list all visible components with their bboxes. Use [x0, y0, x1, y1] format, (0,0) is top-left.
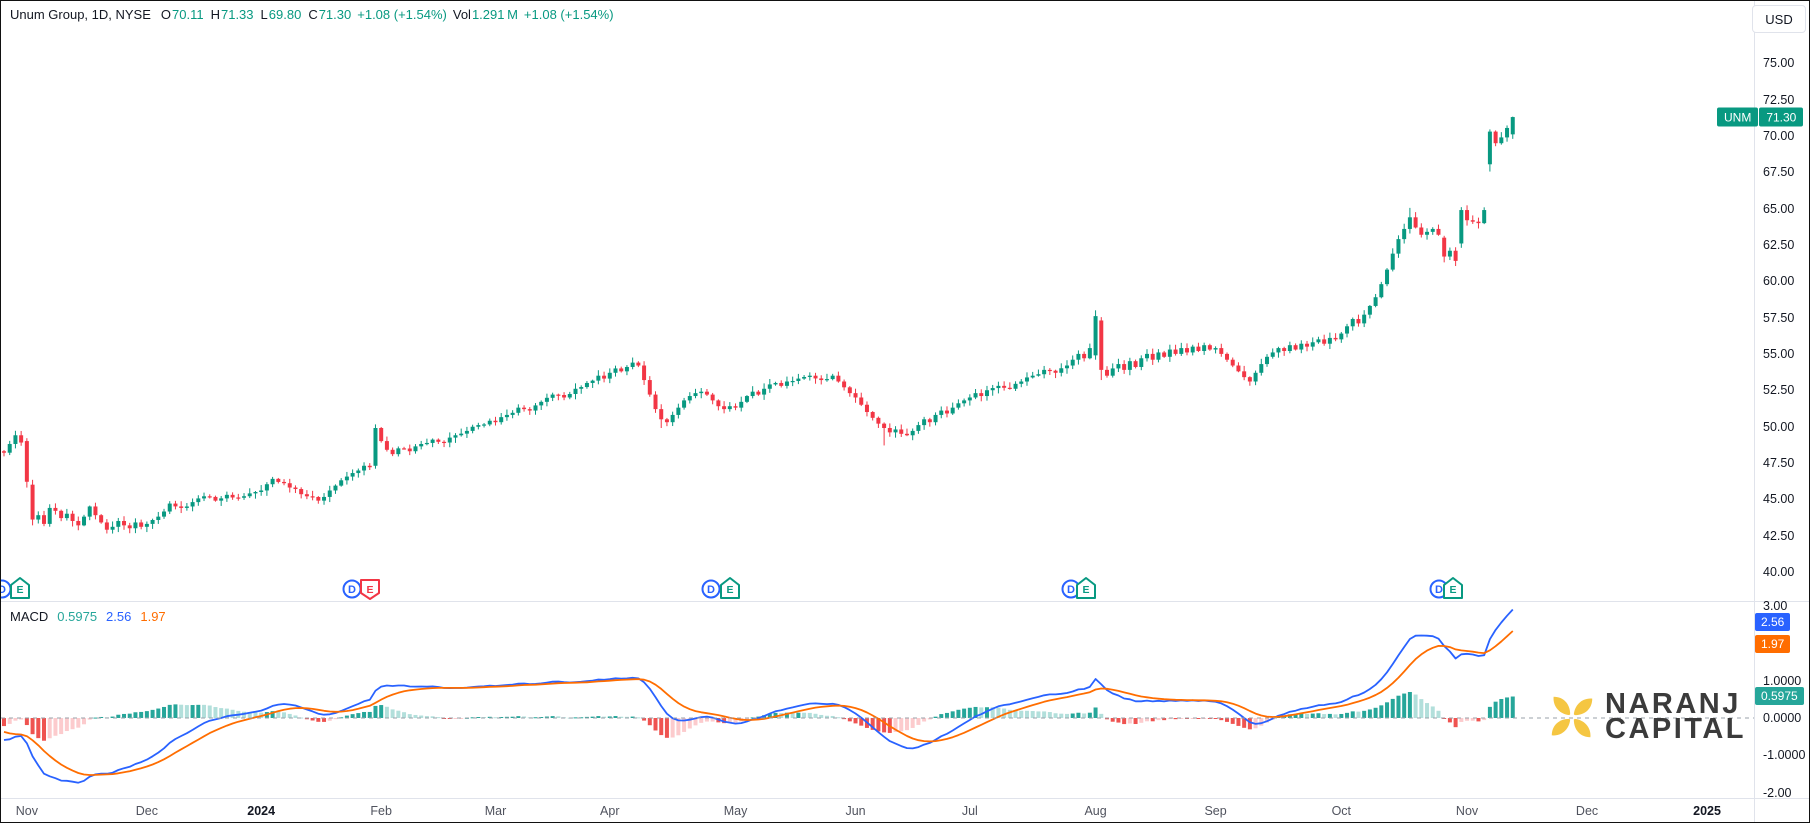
- svg-text:E: E: [726, 584, 733, 596]
- price-tick-label: 67.50: [1763, 165, 1795, 180]
- ohlc-values: O 70.11 H 71.33 L 69.80 C 71.30: [161, 7, 351, 22]
- dividend-marker[interactable]: D: [1, 579, 12, 599]
- logo-petal: [1573, 698, 1593, 716]
- time-axis-label: May: [723, 804, 748, 818]
- candles-layer: [2, 116, 1515, 534]
- earnings-marker[interactable]: E: [10, 577, 30, 599]
- svg-text:D: D: [1, 584, 6, 596]
- svg-text:E: E: [366, 584, 373, 596]
- price-tick-label: 45.00: [1763, 492, 1795, 507]
- time-axis-label: Apr: [600, 804, 620, 818]
- dividend-marker[interactable]: D: [701, 579, 721, 599]
- watermark-line2: CAPITAL: [1605, 713, 1747, 745]
- macd-tick-label: -2.00: [1763, 785, 1792, 800]
- dividend-marker[interactable]: D: [342, 579, 362, 599]
- time-axis-label: Feb: [370, 804, 392, 818]
- macd-layer: [2, 608, 1515, 784]
- price-tick-label: 57.50: [1763, 310, 1795, 325]
- event-markers: DEDEDEDEDE: [1, 577, 1463, 600]
- earnings-marker[interactable]: E: [1076, 577, 1096, 599]
- time-axis-separator: [1, 798, 1809, 799]
- time-axis-label: Dec: [135, 804, 158, 818]
- price-tick-label: 40.00: [1763, 564, 1795, 579]
- time-axis-label: Dec: [1575, 804, 1599, 818]
- macd-hist-value: 0.5975: [57, 609, 98, 624]
- dividend-marker[interactable]: D: [1061, 579, 1081, 599]
- price-tick-label: 47.50: [1763, 455, 1795, 470]
- price-value-badge: 71.30: [1759, 107, 1804, 127]
- change-value: +1.08 (+1.54%): [357, 7, 447, 22]
- earnings-marker[interactable]: E: [360, 579, 380, 600]
- price-tick-label: 72.50: [1763, 92, 1795, 107]
- time-axis-label: Nov: [1455, 804, 1479, 818]
- panel-separator: [1, 601, 1809, 602]
- ohlc-item: L 69.80: [260, 7, 302, 22]
- ohlc-item: H 71.33: [210, 7, 254, 22]
- volume-label: Vol: [452, 7, 471, 22]
- time-axis-label: Aug: [1084, 804, 1107, 818]
- macd-value-badge: 1.97: [1755, 635, 1791, 654]
- price-tick-label: 55.00: [1763, 346, 1795, 361]
- earnings-marker[interactable]: E: [720, 577, 740, 599]
- last-price-badge: UNM 71.30: [1717, 107, 1804, 127]
- svg-text:E: E: [1449, 584, 1456, 596]
- time-axis-label: Jul: [961, 804, 978, 818]
- macd-value-badge: 0.5975: [1755, 686, 1804, 705]
- macd-legend: MACD 0.5975 2.56 1.97: [10, 609, 166, 624]
- price-tick-label: 50.00: [1763, 419, 1795, 434]
- svg-text:E: E: [16, 584, 23, 596]
- logo-petal: [1573, 718, 1591, 738]
- svg-text:D: D: [707, 584, 715, 596]
- price-tick-label: 65.00: [1763, 201, 1795, 216]
- logo-petal: [1551, 718, 1571, 736]
- price-tick-label: 62.50: [1763, 237, 1795, 252]
- macd-signal-value: 1.97: [140, 609, 166, 624]
- price-axis-separator: [1754, 1, 1755, 822]
- time-axis-label: 2025: [1693, 804, 1721, 818]
- macd-signal-line: [3, 630, 1514, 776]
- ohlc-item: O 70.11: [160, 7, 204, 22]
- chart-header: Unum Group, 1D, NYSE O 70.11 H 71.33 L 69.80 C…: [10, 7, 614, 22]
- macd-tick-label: 3.00: [1763, 598, 1788, 613]
- price-tick-label: 75.00: [1763, 56, 1795, 71]
- svg-text:D: D: [1435, 584, 1443, 596]
- macd-label[interactable]: MACD: [10, 609, 49, 624]
- ohlc-item: C 71.30: [308, 7, 352, 22]
- svg-text:E: E: [1082, 584, 1089, 596]
- svg-text:D: D: [1067, 584, 1075, 596]
- macd-line-value: 2.56: [106, 609, 132, 624]
- macd-value-badge: 2.56: [1755, 613, 1791, 632]
- price-tick-label: 42.50: [1763, 528, 1795, 543]
- time-axis-label: 2024: [247, 804, 276, 818]
- time-axis-label: Jun: [845, 804, 866, 818]
- price-tick-label: 60.00: [1763, 274, 1795, 289]
- macd-tick-label: -1.0000: [1763, 748, 1806, 763]
- macd-line: [3, 608, 1514, 784]
- time-axis-label: Oct: [1331, 804, 1352, 818]
- price-tick-label: 70.00: [1763, 128, 1795, 143]
- watermark-line1: NARANJ: [1605, 688, 1741, 720]
- logo-petal: [1553, 696, 1571, 716]
- brand-watermark: NARANJ CAPITAL: [1549, 688, 1747, 745]
- time-axis-label: Nov: [15, 804, 38, 818]
- svg-text:D: D: [348, 584, 356, 596]
- macd-tick-label: 1.0000: [1763, 673, 1802, 688]
- naranj-logo-icon: [1551, 696, 1593, 738]
- earnings-marker[interactable]: E: [1443, 577, 1463, 599]
- volume-value: 1.291 M: [471, 7, 518, 22]
- currency-button[interactable]: USD: [1752, 5, 1806, 33]
- symbol-title[interactable]: Unum Group, 1D, NYSE: [10, 7, 151, 22]
- symbol-badge: UNM: [1717, 107, 1759, 127]
- time-axis-label: Sep: [1204, 804, 1227, 818]
- volume-change: +1.08 (+1.54%): [523, 7, 614, 22]
- time-axis-label: Mar: [484, 804, 507, 818]
- price-tick-label: 52.50: [1763, 383, 1795, 398]
- macd-tick-label: 0.0000: [1763, 711, 1802, 725]
